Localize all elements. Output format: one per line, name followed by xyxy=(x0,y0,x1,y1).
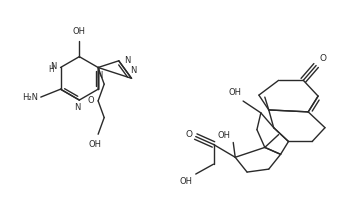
Text: N: N xyxy=(130,66,137,75)
Text: O: O xyxy=(319,54,326,63)
Text: OH: OH xyxy=(88,140,102,149)
Text: H₂N: H₂N xyxy=(22,93,38,102)
Text: N: N xyxy=(124,56,130,65)
Text: N: N xyxy=(74,103,81,112)
Text: OH: OH xyxy=(73,27,86,36)
Text: O: O xyxy=(87,96,94,105)
Text: H: H xyxy=(48,65,53,74)
Text: O: O xyxy=(186,130,193,139)
Text: OH: OH xyxy=(228,88,241,97)
Text: OH: OH xyxy=(180,177,193,186)
Text: N: N xyxy=(96,71,102,80)
Text: N: N xyxy=(50,62,57,71)
Text: OH: OH xyxy=(217,130,230,140)
